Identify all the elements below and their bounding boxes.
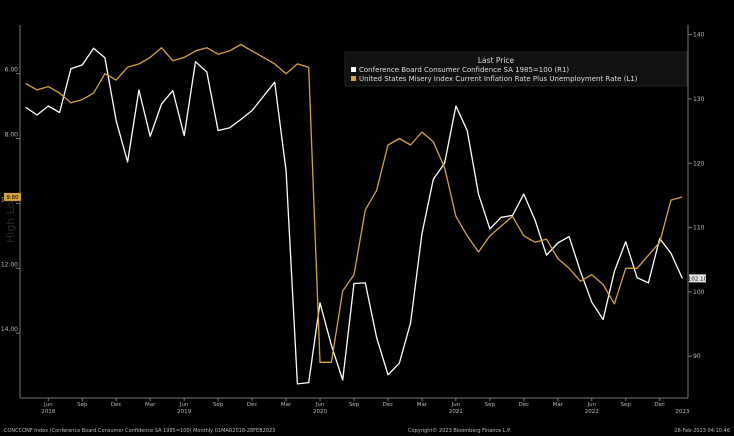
x-year-label: 2022 bbox=[585, 409, 599, 415]
x-year-label: 2023 bbox=[675, 409, 689, 415]
x-tick-label: Sep bbox=[485, 402, 496, 408]
x-year-label: 2020 bbox=[313, 409, 327, 415]
legend-title: Last Price bbox=[478, 56, 515, 65]
legend-entry: Conference Board Consumer Confidence SA … bbox=[359, 66, 569, 74]
x-tick-label: Sep bbox=[77, 402, 88, 408]
series-line-2 bbox=[25, 43, 683, 363]
right-tick-label: 110 bbox=[693, 225, 705, 232]
x-year-label: 2021 bbox=[449, 409, 463, 415]
x-tick-label: Sep bbox=[621, 402, 632, 408]
right-tick-label: 120 bbox=[693, 160, 705, 167]
x-tick-label: Dec bbox=[111, 402, 122, 408]
right-tick-label: 140 bbox=[693, 32, 705, 39]
series-line-1 bbox=[25, 47, 683, 385]
last-value-label: 102.10 bbox=[688, 276, 708, 282]
left-tick-label: 14.00 bbox=[1, 326, 18, 333]
x-tick-label: Mar bbox=[281, 402, 292, 408]
legend-swatch bbox=[351, 67, 356, 72]
legend-swatch bbox=[351, 76, 356, 81]
x-tick-label: Mar bbox=[553, 402, 564, 408]
x-tick-label: Sep bbox=[349, 402, 360, 408]
left-tick-label: 6.00 bbox=[5, 67, 19, 74]
last-value-badge bbox=[689, 274, 706, 283]
footer-timestamp-text: 28-Feb-2023 04:10:46 bbox=[674, 428, 730, 434]
footer-copyright-text: Copyright© 2023 Bloomberg Finance L.P. bbox=[408, 428, 512, 434]
x-tick-label: Jun bbox=[315, 402, 325, 408]
left-tick-label: 12.00 bbox=[1, 261, 18, 268]
x-tick-label: Jun bbox=[586, 402, 596, 408]
x-tick-label: Jun bbox=[451, 402, 461, 408]
x-tick-label: Jun bbox=[43, 402, 53, 408]
x-year-label: 2018 bbox=[41, 409, 55, 415]
x-tick-label: Dec bbox=[383, 402, 394, 408]
x-tick-label: Dec bbox=[519, 402, 530, 408]
footer-source-text: CONCCONF Index (Conference Board Consume… bbox=[4, 428, 276, 434]
right-tick-label: 100 bbox=[693, 289, 705, 296]
last-value-label: 9.80 bbox=[6, 195, 19, 201]
x-tick-label: Jun bbox=[179, 402, 189, 408]
x-year-label: 2019 bbox=[177, 409, 191, 415]
left-tick-label: 8.00 bbox=[5, 132, 19, 139]
right-tick-label: 90 bbox=[693, 353, 701, 360]
watermark-text: High Low bbox=[4, 193, 17, 243]
legend-entry: United States Misery Index Current Infla… bbox=[359, 75, 638, 83]
right-tick-label: 130 bbox=[693, 96, 705, 103]
x-tick-label: Mar bbox=[145, 402, 156, 408]
x-tick-label: Sep bbox=[213, 402, 224, 408]
x-tick-label: Mar bbox=[417, 402, 428, 408]
legend-box bbox=[344, 51, 688, 87]
x-tick-label: Dec bbox=[654, 402, 665, 408]
last-value-badge bbox=[4, 192, 21, 201]
x-tick-label: Dec bbox=[247, 402, 258, 408]
